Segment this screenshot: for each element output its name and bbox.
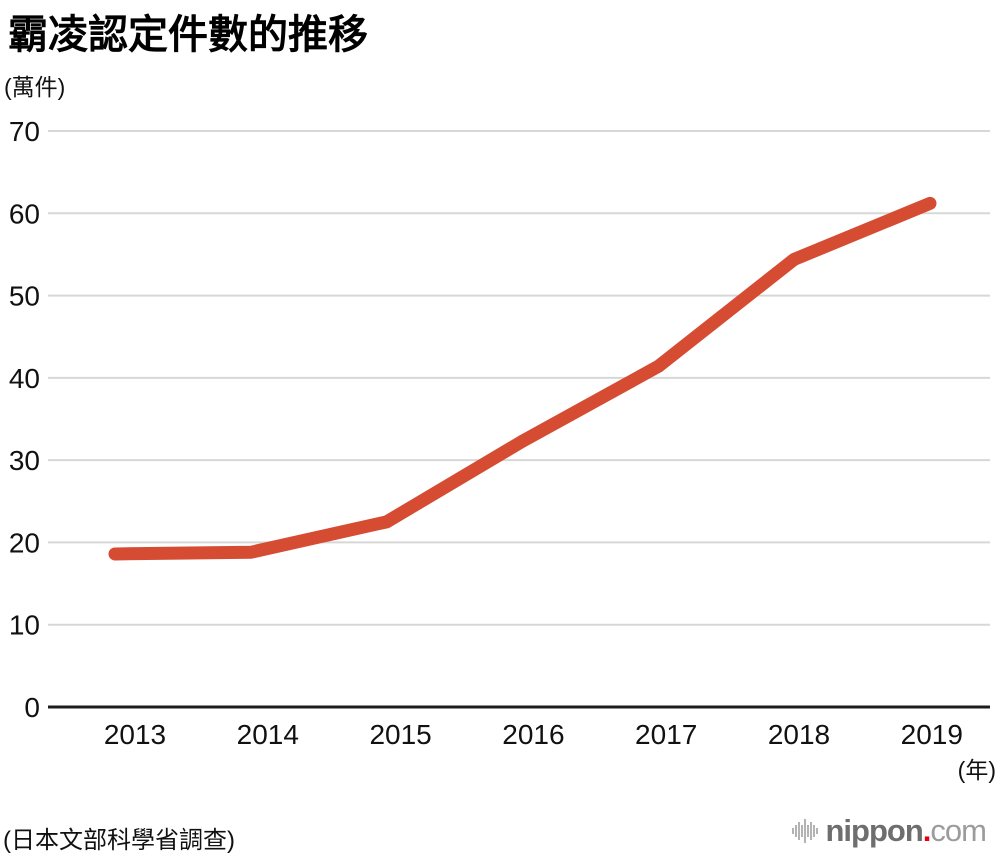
y-tick-label: 10 [9, 610, 40, 641]
source-note: (日本文部科學省調查) [3, 827, 235, 854]
y-axis-unit-label: (萬件) [4, 74, 66, 100]
x-tick-label: 2017 [635, 719, 697, 750]
x-tick-label: 2019 [901, 719, 963, 750]
line-chart: 0 10 20 30 40 50 60 70 2013 2014 2015 2016 2017 2018 2… [9, 116, 996, 783]
logo-suffix: com [930, 813, 987, 848]
x-tick-label: 2015 [369, 719, 431, 750]
logo-dot: . [922, 813, 932, 848]
y-tick-label: 20 [9, 527, 40, 558]
page-title: 霸凌認定件數的推移 [8, 13, 368, 57]
x-tick-label: 2018 [768, 719, 830, 750]
soundwave-bars-icon [791, 819, 818, 843]
x-axis-unit-label: (年) [958, 757, 996, 783]
x-tick-label: 2014 [237, 719, 299, 750]
logo-text: nippon.com [826, 811, 987, 851]
nippon-logo: nippon.com [791, 811, 987, 851]
x-tick-label: 2016 [502, 719, 564, 750]
x-tick-label: 2013 [104, 719, 166, 750]
y-tick-label: 0 [24, 692, 40, 723]
y-tick-label: 50 [9, 281, 40, 312]
y-tick-label: 60 [9, 198, 40, 229]
data-line [108, 196, 937, 561]
logo-main: nippon [825, 813, 924, 848]
y-tick-label: 30 [9, 445, 40, 476]
y-tick-label: 70 [9, 116, 40, 147]
y-tick-label: 40 [9, 363, 40, 394]
